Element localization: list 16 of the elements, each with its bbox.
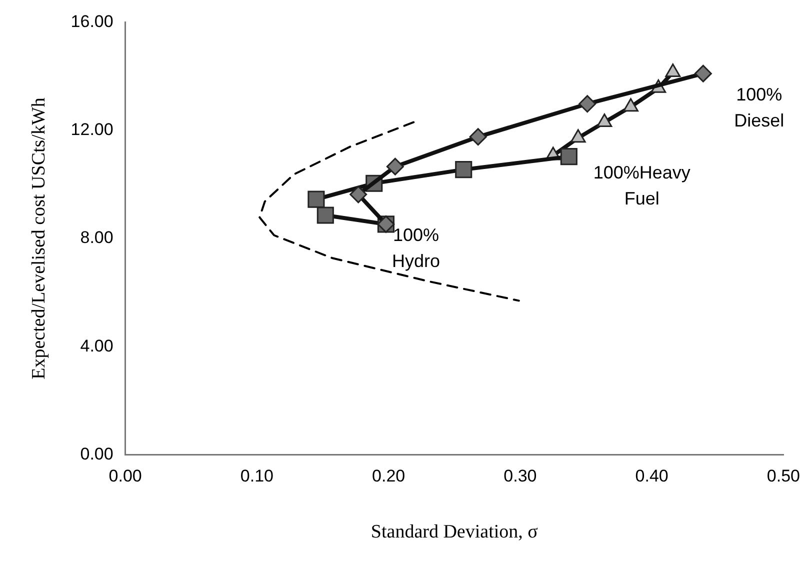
annotation: 100%Heavy Fuel (593, 162, 690, 209)
x-tick-label: 0.50 (766, 466, 800, 486)
x-axis-title: Standard Deviation, σ (370, 522, 538, 543)
y-tick-label: 4.00 (80, 336, 114, 356)
x-tick-label: 0.20 (372, 466, 406, 486)
annotation: 100% Diesel (734, 84, 784, 131)
x-tick-label: 0.40 (635, 466, 668, 486)
x-tick-label: 0.10 (240, 466, 274, 486)
y-tick-label: 12.00 (70, 120, 114, 140)
x-tick-label: 0.00 (108, 466, 142, 486)
y-tick-label: 0.00 (80, 444, 114, 464)
x-tick-label: 0.30 (504, 466, 537, 486)
annotation: 100% Hydro (392, 225, 440, 272)
y-axis-title: Expected/Levelised cost USCts/kWh (28, 97, 50, 380)
y-tick-label: 16.00 (70, 12, 114, 31)
y-tick-label: 8.00 (80, 228, 114, 248)
